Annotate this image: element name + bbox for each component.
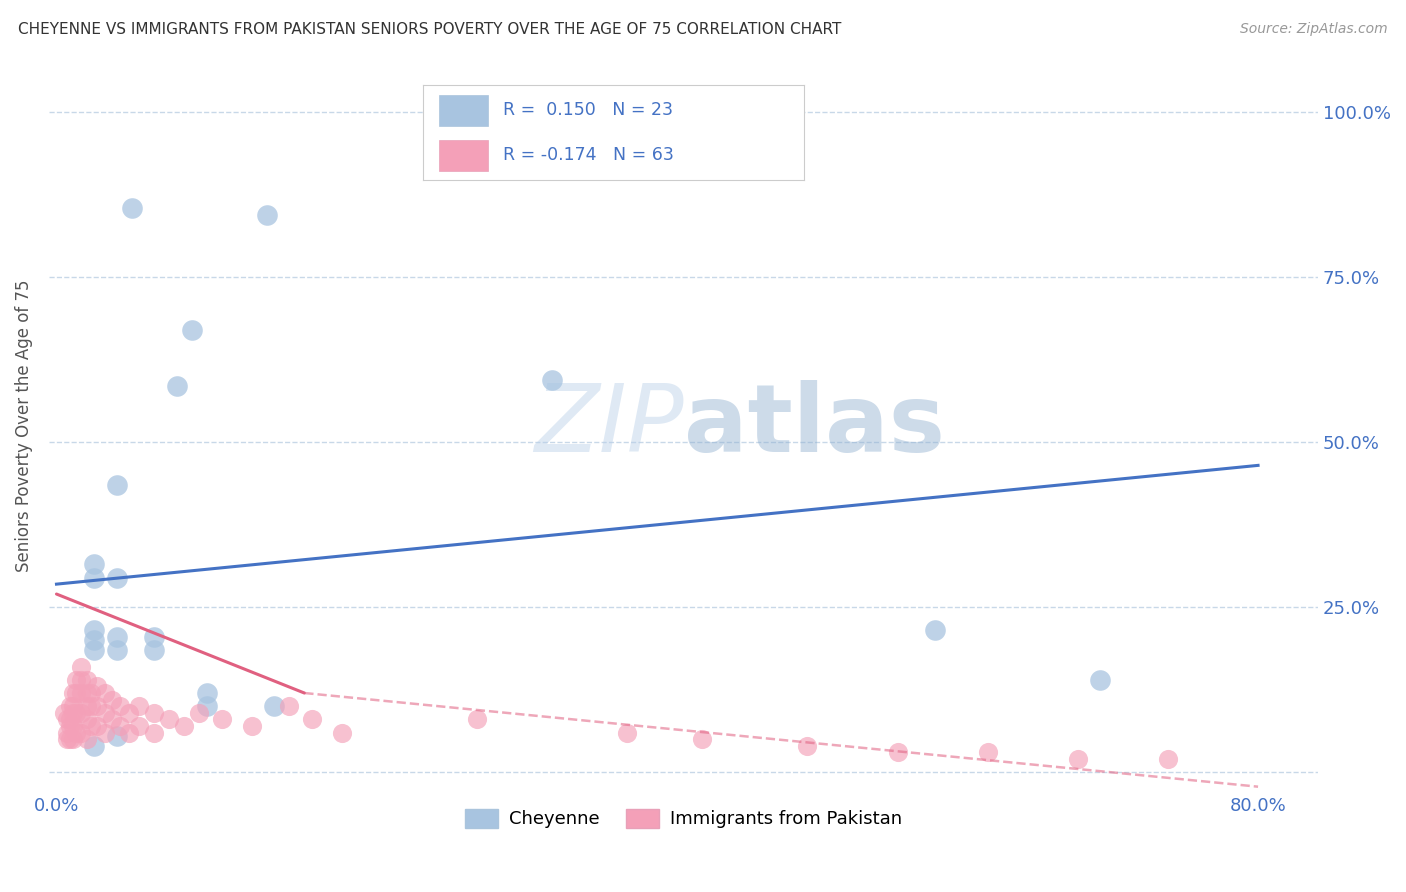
- Point: [83, 558, 105, 572]
- Point: [886, 745, 908, 759]
- Point: [83, 643, 105, 657]
- Text: ZIP: ZIP: [534, 380, 683, 471]
- Point: [93, 725, 115, 739]
- Point: [65, 725, 87, 739]
- Point: [1090, 673, 1112, 687]
- Point: [93, 706, 115, 720]
- Point: [195, 686, 218, 700]
- Point: [56, 712, 79, 726]
- Text: Source: ZipAtlas.com: Source: ZipAtlas.com: [1240, 22, 1388, 37]
- Point: [128, 719, 150, 733]
- Point: [93, 686, 115, 700]
- Point: [69, 725, 91, 739]
- Point: [83, 624, 105, 638]
- Point: [101, 712, 124, 726]
- Point: [59, 712, 82, 726]
- Point: [59, 732, 82, 747]
- Point: [143, 706, 166, 720]
- Point: [157, 712, 180, 726]
- Point: [69, 673, 91, 687]
- Point: [692, 732, 714, 747]
- Point: [195, 699, 218, 714]
- Point: [188, 706, 211, 720]
- Text: CHEYENNE VS IMMIGRANTS FROM PAKISTAN SENIORS POVERTY OVER THE AGE OF 75 CORRELAT: CHEYENNE VS IMMIGRANTS FROM PAKISTAN SEN…: [18, 22, 842, 37]
- Point: [86, 719, 108, 733]
- Point: [59, 699, 82, 714]
- Point: [80, 719, 103, 733]
- Point: [65, 686, 87, 700]
- Point: [108, 699, 131, 714]
- Point: [1067, 752, 1090, 766]
- Y-axis label: Seniors Poverty Over the Age of 75: Seniors Poverty Over the Age of 75: [15, 279, 32, 572]
- Point: [105, 630, 128, 644]
- Point: [796, 739, 818, 753]
- Point: [105, 478, 128, 492]
- Point: [256, 208, 278, 222]
- Point: [108, 719, 131, 733]
- Point: [83, 633, 105, 648]
- Point: [105, 643, 128, 657]
- Point: [616, 725, 638, 739]
- Point: [76, 673, 98, 687]
- Point: [105, 570, 128, 584]
- Point: [86, 680, 108, 694]
- Point: [69, 706, 91, 720]
- Point: [117, 706, 139, 720]
- Point: [76, 732, 98, 747]
- Point: [143, 630, 166, 644]
- Point: [62, 699, 84, 714]
- Point: [65, 673, 87, 687]
- Point: [62, 732, 84, 747]
- Point: [143, 643, 166, 657]
- Point: [465, 712, 488, 726]
- Point: [69, 686, 91, 700]
- Legend: Cheyenne, Immigrants from Pakistan: Cheyenne, Immigrants from Pakistan: [458, 801, 910, 836]
- Point: [56, 725, 79, 739]
- Point: [65, 706, 87, 720]
- Point: [240, 719, 263, 733]
- Point: [101, 692, 124, 706]
- Point: [180, 323, 202, 337]
- Point: [263, 699, 285, 714]
- Point: [69, 659, 91, 673]
- Point: [128, 699, 150, 714]
- Point: [924, 624, 946, 638]
- Point: [1157, 752, 1180, 766]
- Point: [83, 570, 105, 584]
- Point: [80, 686, 103, 700]
- Point: [541, 373, 564, 387]
- Text: atlas: atlas: [683, 380, 945, 472]
- Point: [83, 739, 105, 753]
- Point: [76, 686, 98, 700]
- Point: [53, 706, 76, 720]
- Point: [173, 719, 195, 733]
- Point: [86, 699, 108, 714]
- Point: [117, 725, 139, 739]
- Point: [62, 719, 84, 733]
- Point: [105, 729, 128, 743]
- Point: [59, 719, 82, 733]
- Point: [121, 201, 143, 215]
- Point: [143, 725, 166, 739]
- Point: [62, 686, 84, 700]
- Point: [76, 699, 98, 714]
- Point: [301, 712, 323, 726]
- Point: [330, 725, 353, 739]
- Point: [211, 712, 233, 726]
- Point: [76, 712, 98, 726]
- Point: [976, 745, 998, 759]
- Point: [56, 732, 79, 747]
- Point: [62, 706, 84, 720]
- Point: [278, 699, 301, 714]
- Point: [166, 379, 188, 393]
- Point: [80, 699, 103, 714]
